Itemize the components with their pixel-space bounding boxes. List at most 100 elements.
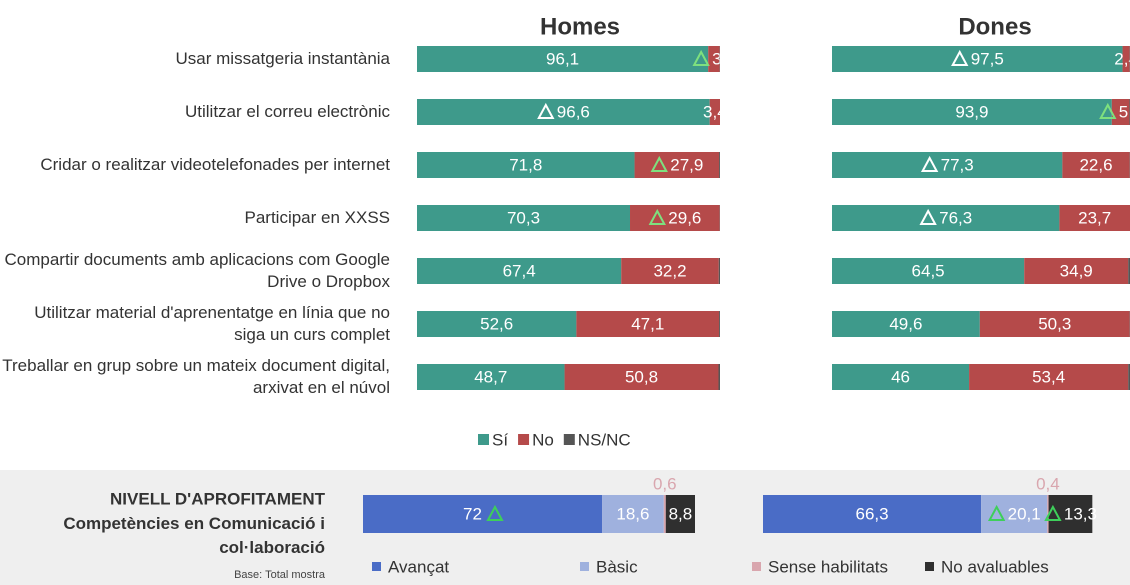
bar-segment bbox=[763, 495, 982, 533]
bar-segment bbox=[1128, 258, 1130, 284]
category-label: Cridar o realitzar videotelefonades per … bbox=[40, 155, 390, 174]
significance-marker bbox=[650, 155, 668, 172]
bar-segment bbox=[832, 258, 1025, 284]
value-label: 0,4 bbox=[1036, 474, 1060, 493]
bar-segment bbox=[634, 152, 720, 178]
bar-segment bbox=[417, 311, 577, 337]
category-label: Utilitzar el correu electrònic bbox=[184, 102, 390, 121]
value-label: 34,9 bbox=[1060, 261, 1093, 280]
value-label: 13,3 bbox=[1064, 504, 1097, 523]
value-label: 27,9 bbox=[670, 155, 703, 174]
category-label: Treballar en grup sobre un mateix docume… bbox=[2, 356, 390, 397]
value-label: 53,4 bbox=[1032, 367, 1065, 386]
value-label: 8,8 bbox=[669, 504, 693, 523]
value-label: 2,4 bbox=[1114, 49, 1130, 68]
bar-segment bbox=[718, 258, 720, 284]
value-label: 96,1 bbox=[546, 49, 579, 68]
category-label: Compartir documents amb aplicacions com … bbox=[4, 250, 390, 291]
bar-segment bbox=[718, 364, 720, 390]
value-label: 18,6 bbox=[616, 504, 649, 523]
bar-segment bbox=[576, 311, 720, 337]
legend-swatch bbox=[372, 562, 381, 571]
value-label: 67,4 bbox=[503, 261, 536, 280]
bar-segment bbox=[832, 46, 1123, 72]
legend-label: No avaluables bbox=[941, 557, 1049, 576]
legend-swatch bbox=[518, 434, 530, 445]
legend-label: Sense habilitats bbox=[768, 557, 888, 576]
panel: 96,1 3,8 96,6 3,4 71,8 27,9 70,3 29,6 67,4 32,2 52… bbox=[417, 46, 736, 390]
significance-marker bbox=[692, 49, 710, 66]
value-label: 46 bbox=[891, 367, 910, 386]
legend-swatch bbox=[478, 434, 489, 445]
value-label: 76,3 bbox=[939, 208, 972, 227]
value-label: 64,5 bbox=[912, 261, 945, 280]
bar-segment bbox=[1062, 152, 1130, 178]
bar-segment bbox=[621, 258, 719, 284]
value-label: 29,6 bbox=[668, 208, 701, 227]
bar-segment bbox=[1047, 495, 1049, 533]
bar-segment bbox=[417, 46, 709, 72]
value-label: 22,6 bbox=[1079, 155, 1112, 174]
significance-marker bbox=[486, 504, 504, 521]
value-label: 5,9 bbox=[1119, 102, 1130, 121]
legend-label: Sí bbox=[492, 430, 508, 449]
value-label: 72 bbox=[463, 504, 482, 523]
bar-segment bbox=[564, 364, 719, 390]
value-label: 93,9 bbox=[955, 102, 988, 121]
legend-label: NS/NC bbox=[578, 430, 631, 449]
value-label: 3,4 bbox=[703, 102, 727, 121]
value-label: 70,3 bbox=[507, 208, 540, 227]
bar-segment bbox=[1111, 99, 1130, 125]
bar-segment bbox=[709, 99, 720, 125]
value-label: 48,7 bbox=[474, 367, 507, 386]
legend-swatch bbox=[925, 562, 934, 571]
bar-segment bbox=[417, 364, 565, 390]
value-label: 23,7 bbox=[1078, 208, 1111, 227]
category-label: Usar missatgeria instantània bbox=[175, 49, 390, 68]
bar-segment bbox=[417, 258, 622, 284]
bar-segment bbox=[832, 311, 980, 337]
summary-title: NIVELL D'APROFITAMENT bbox=[110, 489, 326, 508]
bar-segment bbox=[663, 495, 666, 533]
value-label: 20,1 bbox=[1008, 504, 1041, 523]
bar-segment bbox=[832, 205, 1060, 231]
legend-label: Bàsic bbox=[596, 557, 638, 576]
value-label: 66,3 bbox=[856, 504, 889, 523]
significance-marker bbox=[537, 102, 555, 119]
bar-segment bbox=[832, 364, 970, 390]
legend-label: Avançat bbox=[388, 557, 449, 576]
significance-marker bbox=[920, 155, 939, 172]
bar-segment bbox=[1059, 205, 1130, 231]
significance-marker bbox=[648, 208, 666, 225]
legend-swatch bbox=[580, 562, 589, 571]
bar-segment bbox=[630, 205, 720, 231]
bar-segment bbox=[1122, 46, 1130, 72]
legend-label: No bbox=[532, 430, 554, 449]
value-label: 97,5 bbox=[971, 49, 1004, 68]
value-label: 3,8 bbox=[712, 49, 736, 68]
summary-note: Base: Total mostra bbox=[234, 569, 326, 581]
bar-segment bbox=[665, 495, 695, 533]
bar-segment bbox=[417, 99, 710, 125]
summary-subtitle: Competències en Comunicació i col·labora… bbox=[63, 514, 325, 557]
value-label: 47,1 bbox=[631, 314, 664, 333]
panel-title: Dones bbox=[958, 13, 1031, 40]
bar-segment bbox=[708, 46, 720, 72]
bar-segment bbox=[969, 364, 1129, 390]
bar-segment bbox=[363, 495, 603, 533]
bar-segment bbox=[832, 152, 1063, 178]
value-label: 71,8 bbox=[509, 155, 542, 174]
bar-segment bbox=[417, 152, 635, 178]
value-label: 96,6 bbox=[557, 102, 590, 121]
bar-segment bbox=[1128, 364, 1130, 390]
significance-marker bbox=[1044, 504, 1062, 521]
bar-segment bbox=[719, 311, 720, 337]
value-label: 50,3 bbox=[1038, 314, 1071, 333]
value-label: 32,2 bbox=[653, 261, 686, 280]
category-label: Participar en XXSS bbox=[244, 208, 390, 227]
bar-segment bbox=[979, 311, 1130, 337]
legend-swatch bbox=[563, 434, 575, 445]
value-label: 52,6 bbox=[480, 314, 513, 333]
value-label: 0,6 bbox=[653, 474, 677, 493]
